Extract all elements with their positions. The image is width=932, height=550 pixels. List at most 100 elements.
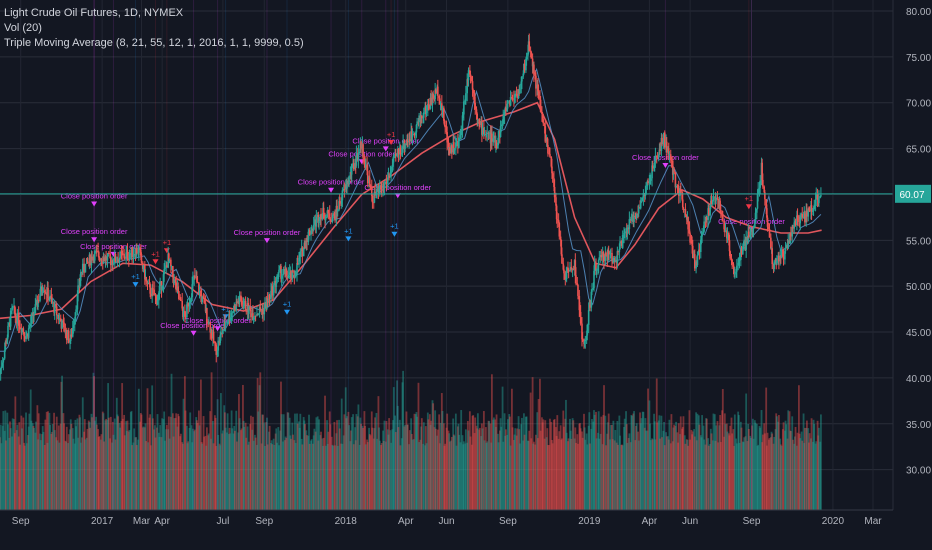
- volume-bar: [372, 438, 375, 510]
- volume-bar: [135, 445, 138, 510]
- volume-bar: [745, 393, 748, 510]
- price-axis[interactable]: 80.0075.0070.0065.0060.0055.0050.0045.00…: [892, 0, 932, 550]
- volume-bar: [486, 441, 489, 510]
- volume-bar: [565, 399, 567, 510]
- candle-body: [790, 232, 792, 237]
- volume-bar: [469, 436, 472, 510]
- volume-bar: [247, 444, 250, 510]
- candle-body: [743, 239, 745, 246]
- volume-bar: [320, 431, 322, 510]
- volume-bar: [702, 425, 705, 510]
- volume-bar: [473, 433, 476, 510]
- volume-bar: [35, 421, 37, 510]
- candle-body: [695, 262, 697, 269]
- volume-bar: [621, 444, 623, 510]
- volume-bar: [343, 414, 346, 510]
- volume-bar: [230, 410, 233, 510]
- volume-bar: [156, 414, 159, 510]
- price-tick-label: 65.00: [906, 145, 931, 156]
- candle-body: [306, 240, 308, 242]
- volume-bar: [191, 428, 194, 510]
- candle-body: [181, 300, 184, 309]
- volume-bar: [47, 411, 49, 510]
- volume-bar: [6, 412, 9, 510]
- volume-bar: [462, 444, 465, 510]
- volume-bar: [549, 418, 551, 510]
- volume-bar: [562, 410, 565, 510]
- candle-body: [534, 74, 537, 76]
- volume-bar: [116, 414, 119, 510]
- volume-bar: [149, 445, 152, 510]
- candle-body: [525, 56, 528, 60]
- candle-body: [761, 162, 763, 180]
- volume-bar: [252, 440, 255, 510]
- candle-body: [711, 199, 714, 205]
- candle-body: [458, 138, 460, 141]
- volume-bar: [431, 400, 434, 510]
- candle-body: [272, 285, 275, 296]
- volume-bar: [121, 418, 124, 510]
- legend-volume[interactable]: Vol (20): [4, 22, 42, 34]
- volume-bar: [236, 441, 238, 510]
- legend-strategy[interactable]: Triple Moving Average (8, 21, 55, 12, 1,…: [4, 37, 304, 49]
- volume-bar: [79, 442, 82, 510]
- volume-bar: [181, 443, 184, 510]
- volume-bar: [263, 422, 266, 510]
- volume-bar: [376, 438, 378, 510]
- volume-bar: [385, 420, 388, 510]
- volume-bar: [593, 410, 595, 510]
- volume-bar: [98, 436, 101, 510]
- candle-body: [802, 217, 805, 219]
- candle-body: [717, 198, 719, 209]
- candle-body: [394, 153, 397, 156]
- candle-body: [742, 246, 744, 255]
- candle-body: [758, 187, 761, 189]
- volume-bar: [299, 413, 302, 510]
- volume-bar: [163, 411, 166, 510]
- candle-body: [720, 210, 722, 211]
- volume-bar: [565, 432, 568, 510]
- volume-bar: [672, 427, 675, 510]
- volume-bar: [135, 437, 138, 510]
- volume-bar: [684, 443, 687, 510]
- volume-bar: [220, 393, 222, 510]
- volume-bar: [586, 444, 589, 510]
- volume-bar: [758, 425, 761, 510]
- volume-bar: [307, 435, 310, 510]
- time-axis[interactable]: Sep 2017 Mar Apr Jul Sep 2018 Apr Jun Sep 2019 Apr J…: [0, 509, 932, 550]
- candle-body: [603, 255, 605, 261]
- volume-bar: [81, 397, 84, 510]
- candle-body: [282, 273, 284, 276]
- volume-bar: [187, 441, 190, 510]
- volume-bar: [67, 434, 70, 510]
- volume-bar: [786, 438, 789, 510]
- volume-bar: [727, 433, 730, 510]
- volume-bar: [72, 438, 75, 510]
- volume-bar: [757, 444, 760, 510]
- volume-bar: [298, 427, 301, 510]
- candle-body: [752, 229, 754, 230]
- candle-body: [770, 237, 772, 249]
- volume-bar: [350, 430, 352, 510]
- candle-body: [216, 350, 219, 355]
- volume-bar: [105, 418, 108, 510]
- candle-body: [397, 148, 400, 155]
- candle-body: [149, 284, 151, 294]
- candle-body: [310, 233, 312, 235]
- candle-body: [421, 115, 423, 119]
- legend-symbol[interactable]: Light Crude Oil Futures, 1D, NYMEX: [4, 7, 184, 19]
- candle-body: [220, 332, 222, 336]
- volume-bar: [791, 416, 794, 510]
- volume-bar: [590, 428, 593, 510]
- volume-bar: [229, 433, 232, 510]
- candle-body: [198, 290, 201, 294]
- volume-bar: [619, 435, 621, 510]
- candle-body: [370, 186, 373, 196]
- volume-bar: [517, 416, 520, 510]
- candle-body: [378, 188, 380, 192]
- candle-body: [553, 186, 556, 198]
- volume-bar: [2, 411, 5, 510]
- volume-bar: [270, 443, 272, 510]
- candle-body: [63, 322, 65, 332]
